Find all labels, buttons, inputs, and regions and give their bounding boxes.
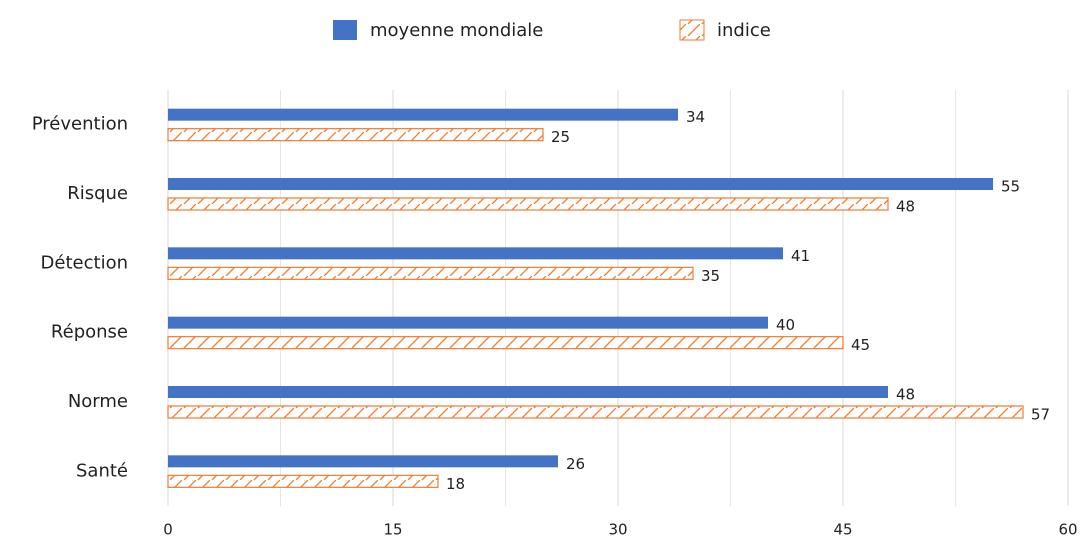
x-tick-label: 0 xyxy=(163,521,173,539)
x-tick-label: 15 xyxy=(383,521,402,539)
data-label: 18 xyxy=(446,475,465,493)
legend-label: moyenne mondiale xyxy=(370,20,543,41)
x-tick-label: 60 xyxy=(1058,521,1077,539)
legend-swatch xyxy=(333,20,357,40)
data-label: 34 xyxy=(686,108,705,126)
legend-swatch xyxy=(679,19,705,41)
x-tick-label: 30 xyxy=(608,521,627,539)
bar xyxy=(167,128,544,142)
y-tick-label: Norme xyxy=(68,391,128,412)
data-label: 40 xyxy=(776,316,795,334)
y-tick-label: Réponse xyxy=(51,322,128,343)
data-label: 26 xyxy=(566,455,585,473)
legend-label: indice xyxy=(717,20,771,41)
bar xyxy=(168,247,783,260)
bar xyxy=(167,405,1024,419)
bar xyxy=(167,474,439,488)
y-tick-label: Prévention xyxy=(32,114,128,135)
bar xyxy=(168,178,993,190)
bar xyxy=(168,455,558,468)
data-label: 25 xyxy=(551,128,570,146)
y-tick-label: Risque xyxy=(67,183,128,204)
data-label: 55 xyxy=(1001,178,1020,196)
bar xyxy=(167,266,694,280)
data-label: 41 xyxy=(791,247,810,265)
data-label: 48 xyxy=(896,386,915,404)
bar xyxy=(167,336,844,350)
data-label: 35 xyxy=(701,267,720,285)
bar xyxy=(168,108,678,121)
data-label: 57 xyxy=(1031,406,1050,424)
y-tick-label: Détection xyxy=(41,252,128,273)
data-label: 45 xyxy=(851,336,870,354)
data-label: 48 xyxy=(896,198,915,216)
bar xyxy=(168,386,888,398)
y-tick-label: Santé xyxy=(76,460,128,481)
bar xyxy=(168,316,768,329)
x-tick-label: 45 xyxy=(833,521,852,539)
bar xyxy=(167,197,889,211)
